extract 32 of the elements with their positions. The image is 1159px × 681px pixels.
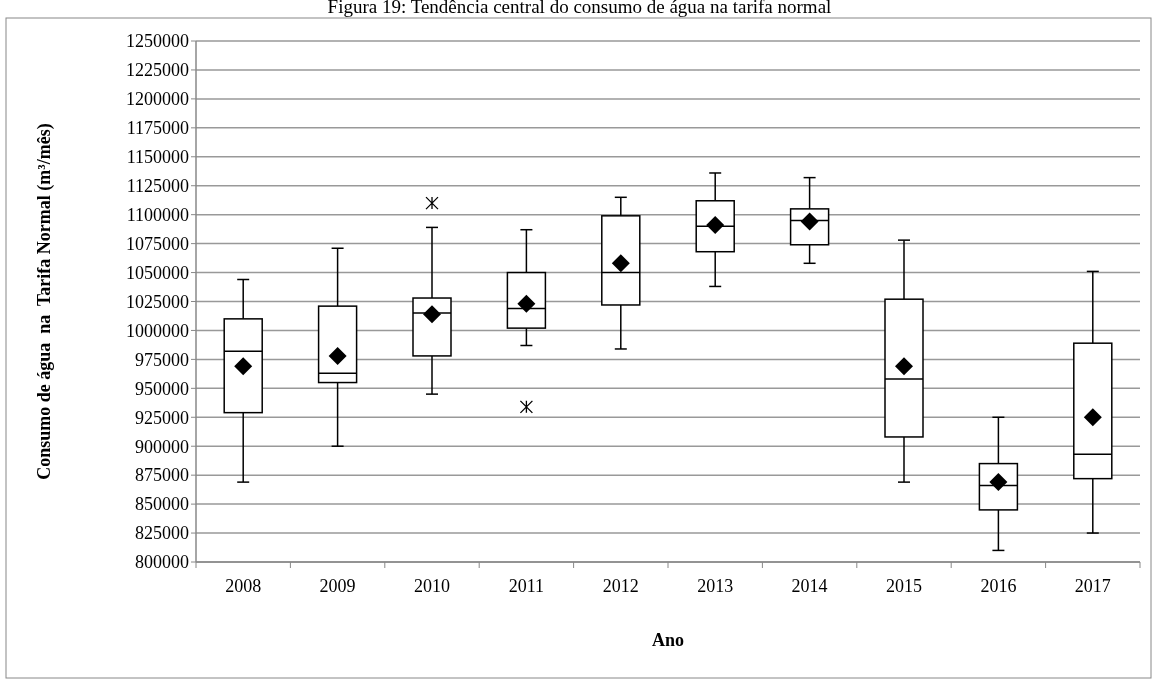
y-tick-label: 1100000 (126, 204, 189, 225)
y-axis-title: Consumo de água na Tarifa Normal (m³/mês) (34, 123, 55, 480)
y-tick-label: 1075000 (126, 233, 189, 254)
x-tick-label: 2011 (508, 576, 545, 596)
chart-title: Figura 19: Tendência central do consumo de água na tarifa normal (327, 0, 832, 17)
x-tick-label: 2017 (1074, 576, 1111, 596)
y-tick-label: 800000 (135, 552, 189, 573)
y-tick-label: 1200000 (126, 89, 189, 110)
x-tick-label: 2016 (980, 576, 1017, 596)
x-axis-title: Ano (651, 630, 685, 650)
x-tick-label: 2014 (791, 576, 828, 596)
x-tick-label: 2009 (319, 576, 356, 596)
y-tick-label: 975000 (135, 349, 189, 370)
x-tick-label: 2015 (886, 576, 922, 596)
y-tick-label: 1175000 (126, 118, 189, 139)
y-tick-label: 1125000 (126, 176, 189, 197)
y-tick-label: 950000 (135, 378, 189, 399)
y-tick-label: 1150000 (126, 147, 189, 168)
y-tick-label: 850000 (135, 494, 189, 515)
y-tick-label: 1250000 (126, 31, 189, 52)
x-tick-label: 2012 (602, 576, 639, 596)
x-tick-label: 2010 (414, 576, 450, 596)
y-tick-label: 1225000 (126, 60, 189, 81)
y-tick-label: 1050000 (126, 262, 189, 283)
x-tick-label: 2013 (697, 576, 734, 596)
y-tick-label: 875000 (135, 465, 189, 486)
y-tick-label: 1025000 (126, 291, 189, 312)
y-tick-label: 1000000 (126, 320, 189, 341)
y-tick-label: 825000 (135, 523, 189, 544)
x-tick-label: 2008 (225, 576, 262, 596)
y-tick-label: 900000 (135, 436, 189, 457)
y-tick-label: 925000 (135, 407, 189, 428)
